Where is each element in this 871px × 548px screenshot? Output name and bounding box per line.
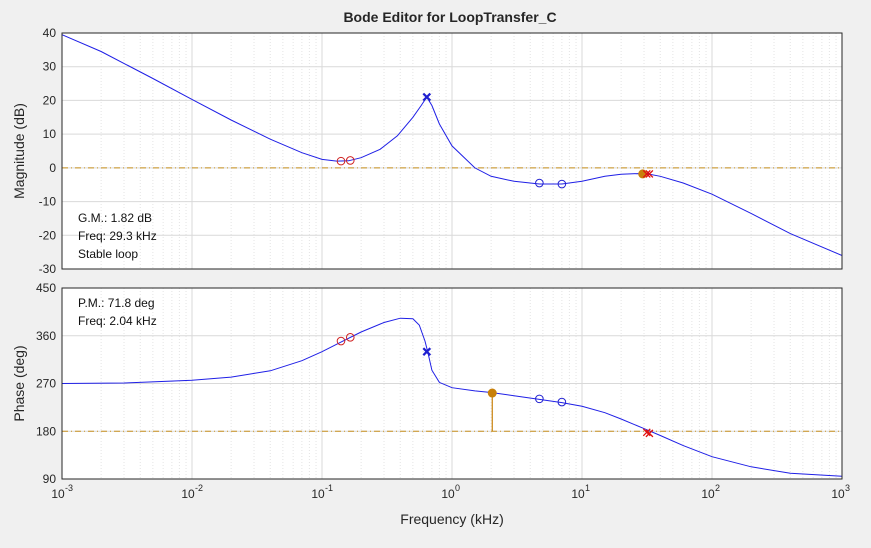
x-tick-exponent: 1 xyxy=(585,483,590,493)
zero-marker xyxy=(345,333,355,342)
y-tick-label: 270 xyxy=(36,377,56,391)
zero-marker xyxy=(336,336,346,346)
y-tick-label: 0 xyxy=(49,161,56,175)
zero-marker xyxy=(557,179,567,189)
x-tick-exponent: 2 xyxy=(715,483,720,493)
y-tick-label: 450 xyxy=(36,281,56,295)
y-tick-label: 20 xyxy=(43,93,57,107)
y-tick-label: -10 xyxy=(39,195,57,209)
zero-marker xyxy=(345,156,355,165)
x-tick-exponent: -2 xyxy=(195,483,203,493)
axes-frame xyxy=(61,287,843,480)
x-tick-exponent: 0 xyxy=(455,483,460,493)
margin-annotation: Stable loop xyxy=(78,247,138,261)
y-tick-label: -30 xyxy=(39,262,57,276)
zero-marker xyxy=(535,394,544,404)
y-tick-label: 40 xyxy=(43,26,57,40)
zero-marker xyxy=(535,178,544,188)
pole-marker xyxy=(642,428,651,437)
y-tick-label: 30 xyxy=(43,60,57,74)
margin-annotation: Freq: 29.3 kHz xyxy=(78,229,157,243)
x-tick-label: 10 xyxy=(441,487,455,501)
y-tick-label: 360 xyxy=(36,329,56,343)
y-tick-label: 180 xyxy=(36,424,56,438)
x-tick-label: 10 xyxy=(51,487,65,501)
pole-marker xyxy=(642,169,651,178)
x-tick-label: 10 xyxy=(181,487,195,501)
x-tick-label: 10 xyxy=(311,487,325,501)
magnitude-curve xyxy=(61,34,843,256)
x-tick-label: 10 xyxy=(571,487,585,501)
zero-marker xyxy=(557,397,567,407)
margin-annotation: P.M.: 71.8 deg xyxy=(78,296,155,310)
y-tick-label: 10 xyxy=(43,127,57,141)
margin-annotation: Freq: 2.04 kHz xyxy=(78,314,157,328)
x-tick-label: 10 xyxy=(701,487,715,501)
y-axis-label: Phase (deg) xyxy=(11,345,27,421)
y-axis-label: Magnitude (dB) xyxy=(11,103,27,199)
pole-marker xyxy=(422,347,432,356)
pole-marker xyxy=(422,92,432,102)
figure-title: Bode Editor for LoopTransfer_C xyxy=(343,9,556,25)
margin-point xyxy=(638,169,648,179)
y-tick-label: -20 xyxy=(39,228,57,242)
y-tick-label: 90 xyxy=(43,472,57,486)
x-axis-label: Frequency (kHz) xyxy=(400,511,503,527)
pole-marker xyxy=(645,169,654,178)
zero-marker xyxy=(336,156,346,166)
margin-annotation: G.M.: 1.82 dB xyxy=(78,211,152,225)
phase-curve xyxy=(61,317,843,477)
frequency-tick-labels: 10 -3 10 -2 10 -1 10 0 10 1 10 2 10 3 xyxy=(51,483,850,501)
margin-point xyxy=(487,388,497,398)
axes-frame xyxy=(61,32,843,270)
x-tick-exponent: -3 xyxy=(65,483,73,493)
magnitude-axes[interactable]: -30 -20 -10 0 10 20 30 40 Magnitude (dB) G.M.: 1.… xyxy=(11,26,843,276)
x-tick-label: 10 xyxy=(831,487,845,501)
x-tick-exponent: 3 xyxy=(845,483,850,493)
x-tick-exponent: -1 xyxy=(325,483,333,493)
phase-axes[interactable]: 90 180 270 360 450 Phase (deg) P.M.: 71.8 deg F… xyxy=(11,281,843,486)
pole-marker xyxy=(645,429,654,438)
